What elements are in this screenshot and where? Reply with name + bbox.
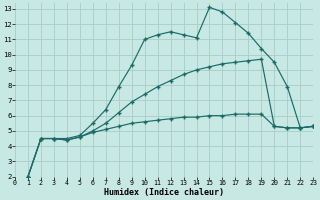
- X-axis label: Humidex (Indice chaleur): Humidex (Indice chaleur): [104, 188, 224, 197]
